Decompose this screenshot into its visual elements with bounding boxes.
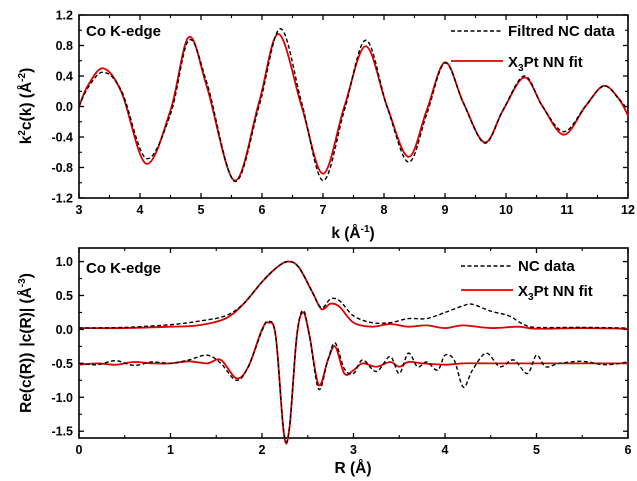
top-x-tick-label: 11	[560, 203, 573, 217]
top-series-1-solid	[78, 33, 629, 182]
top-y-tick-label: 0.4	[56, 70, 73, 84]
bottom-annotation: Co K-edge	[86, 260, 161, 277]
bottom-series-2-dashed	[78, 309, 629, 443]
top-y-tick-label: 1.2	[56, 9, 73, 23]
top-y-tick-label: -0.8	[51, 161, 73, 175]
bottom-y-tick-label: 1.0	[56, 255, 73, 269]
top-series-group	[78, 28, 629, 182]
bottom-y-tick-label: -1.0	[51, 391, 73, 405]
bottom-x-tick-label: 5	[533, 443, 540, 457]
top-x-tick-label: 8	[381, 203, 388, 217]
top-x-tick-label: 3	[76, 203, 83, 217]
top-y-tick-label: 0.0	[56, 100, 73, 114]
top-x-tick-label: 9	[442, 203, 449, 217]
bottom-series-3-solid	[78, 311, 628, 445]
top-y-tick-label: 0.8	[56, 39, 73, 53]
top-y-axis-label: k2c(k) (Å-2)	[17, 68, 35, 145]
bottom-x-axis-label: R (Å)	[334, 460, 371, 477]
bottom-x-tick-label: 3	[350, 443, 357, 457]
bottom-y-axis-label: Re(c(R))|c(R)| (Å-3)	[17, 273, 35, 413]
top-x-tick-label: 10	[499, 203, 513, 217]
top-series-0-dashed	[78, 28, 629, 182]
bottom-y-tick-label: 0.0	[56, 323, 73, 337]
bottom-y-tick-label: 0.5	[56, 289, 73, 303]
top-x-tick-label: 7	[320, 203, 327, 217]
top-x-tick-label: 4	[137, 203, 144, 217]
top-x-tick-label: 12	[621, 203, 635, 217]
bottom-y-tick-label: -1.5	[51, 425, 73, 439]
bottom-ticks: 0 1 2 3 4 5 6 -1.5 -1.0 -0.5 0.0 0.5 1.0	[51, 248, 632, 457]
top-plot-frame	[78, 14, 629, 199]
top-legend-label-data: Filtred NC data	[508, 23, 615, 40]
bottom-chart-panel: 0 1 2 3 4 5 6 -1.5 -1.0 -0.5 0.0 0.5 1.0 Co K-edge N…	[17, 247, 632, 477]
bottom-x-tick-label: 1	[167, 443, 174, 457]
bottom-legend: NC data X3Pt NN fit	[461, 258, 593, 303]
bottom-y-tick-label: -0.5	[51, 357, 73, 371]
top-y-tick-label: -1.2	[51, 192, 73, 206]
bottom-series-group	[78, 260, 629, 445]
top-annotation: Co K-edge	[86, 23, 161, 40]
top-y-tick-label: -0.4	[51, 131, 73, 145]
top-legend-label-fit: X3Pt NN fit	[508, 54, 583, 74]
bottom-x-tick-label: 4	[442, 443, 449, 457]
bottom-legend-label-fit: X3Pt NN fit	[518, 283, 593, 303]
top-chart-panel: 3 4 5 6 7 8 9 10 11 12 -1.2 -0.8 -0.4 0.0 0.4 0.8 1.2 Co…	[17, 9, 635, 243]
bottom-series-0-dashed	[78, 260, 629, 329]
bottom-x-tick-label: 0	[76, 443, 83, 457]
top-ticks: 3 4 5 6 7 8 9 10 11 12 -1.2 -0.8 -0.4 0.0 0.4 0.8 1.2	[51, 9, 635, 218]
top-x-tick-label: 5	[198, 203, 205, 217]
bottom-plot-frame	[78, 247, 629, 439]
bottom-x-tick-label: 2	[259, 443, 266, 457]
bottom-series-1-solid	[78, 260, 629, 330]
top-x-axis-label: k (Å-1)	[331, 224, 374, 242]
top-x-tick-label: 6	[259, 203, 266, 217]
top-legend: Filtred NC data X3Pt NN fit	[451, 23, 615, 74]
bottom-legend-label-data: NC data	[518, 258, 575, 275]
bottom-x-tick-label: 6	[625, 443, 632, 457]
